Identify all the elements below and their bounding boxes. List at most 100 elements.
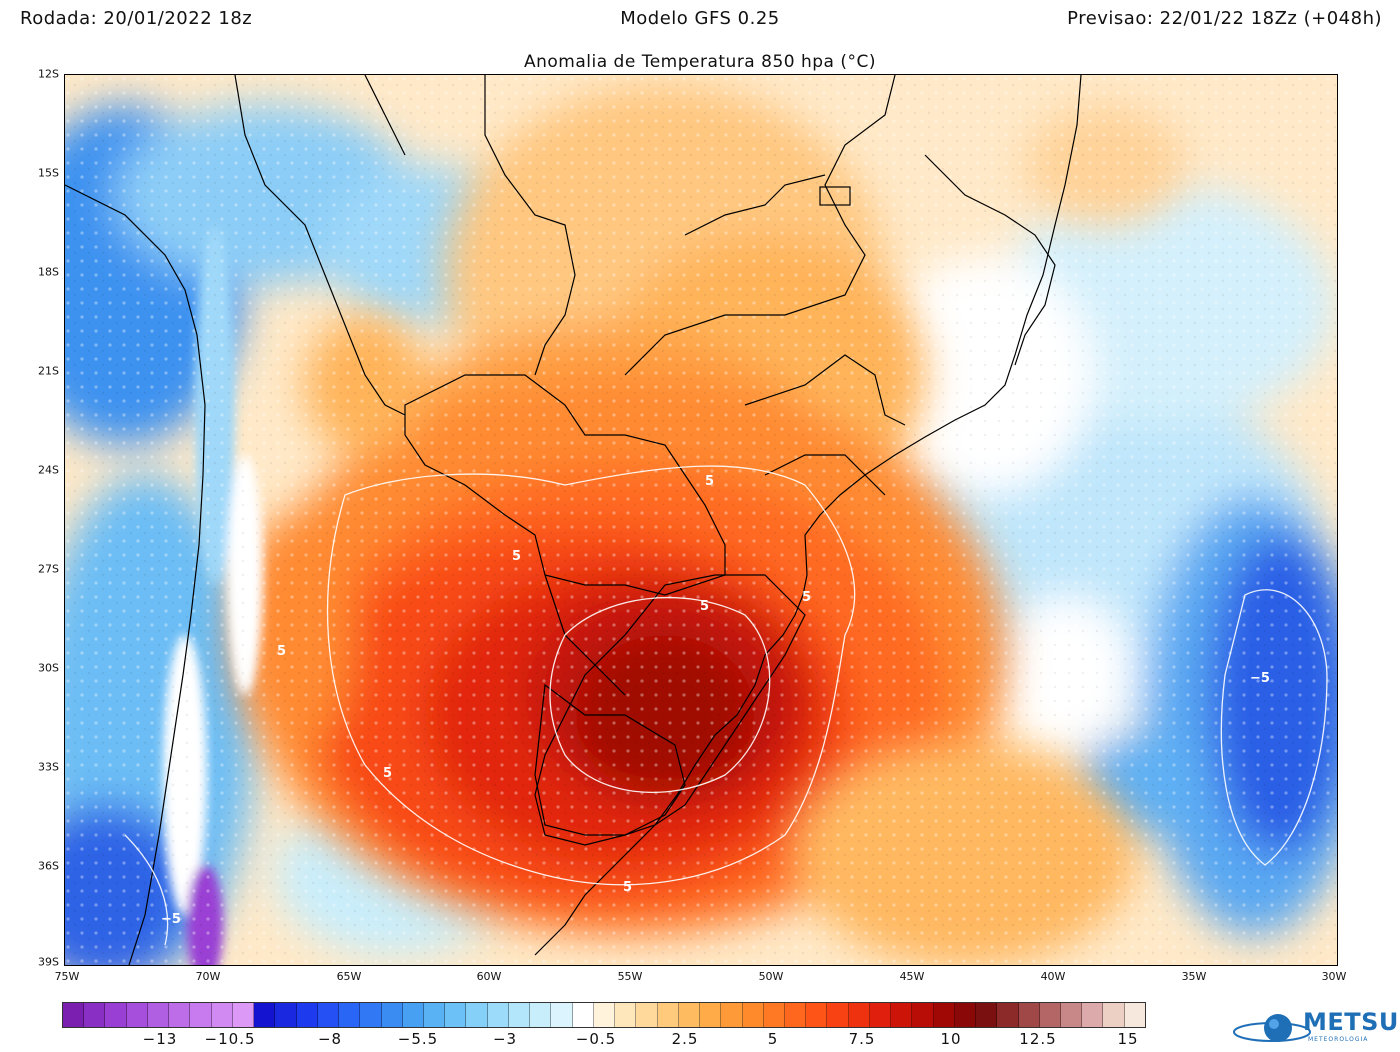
lat-tick: 30S: [38, 661, 59, 675]
contour-label: 5: [277, 644, 286, 659]
lon-tick: 70W: [195, 970, 221, 983]
colorbar-swatch: [976, 1003, 998, 1027]
colorbar-swatch: [954, 1003, 977, 1027]
contour-label: 5: [623, 880, 632, 895]
lat-tick: 33S: [38, 760, 59, 774]
colorbar-swatch: [63, 1003, 85, 1027]
colorbar-swatch: [317, 1003, 340, 1027]
map-title: Anomalia de Temperatura 850 hpa (°C): [524, 52, 876, 72]
model-label: Modelo GFS 0.25: [620, 8, 780, 29]
colorbar-swatch: [912, 1003, 934, 1027]
colorbar-swatch: [1061, 1003, 1083, 1027]
colorbar-swatch: [848, 1003, 870, 1027]
colorbar-swatch: [678, 1003, 701, 1027]
colorbar-swatch: [466, 1003, 488, 1027]
colorbar-label: −0.5: [575, 1030, 617, 1048]
colorbar-swatch: [572, 1003, 594, 1027]
lat-tick: 12S: [38, 67, 59, 81]
colorbar-label: 5: [767, 1030, 779, 1048]
colorbar-label: −3: [492, 1030, 518, 1048]
run-time-label: Rodada: 20/01/2022 18z: [20, 8, 253, 29]
colorbar-label: −10.5: [204, 1030, 256, 1048]
colorbar-swatch: [891, 1003, 913, 1027]
forecast-time-label: Previsao: 22/01/22 18Zz (+048h): [1067, 8, 1382, 29]
colorbar-swatch: [211, 1003, 233, 1027]
colorbar-swatch: [275, 1003, 297, 1027]
colorbar-swatch: [1039, 1003, 1062, 1027]
colorbar-swatch: [806, 1003, 828, 1027]
contour-label: 5: [802, 590, 811, 605]
colorbar-swatch: [593, 1003, 616, 1027]
colorbar-swatch: [254, 1003, 276, 1027]
logo-wordmark: METSUL: [1303, 1008, 1400, 1036]
lat-tick: 18S: [38, 265, 59, 279]
colorbar-swatch: [169, 1003, 191, 1027]
colorbar-label: 2.5: [671, 1030, 699, 1048]
colorbar-swatch: [232, 1003, 255, 1027]
colorbar-swatch: [869, 1003, 892, 1027]
lat-tick: 36S: [38, 859, 59, 873]
lat-tick: 21S: [38, 364, 59, 378]
colorbar-swatch: [551, 1003, 573, 1027]
colorbar-swatch: [402, 1003, 424, 1027]
colorbar-swatch: [827, 1003, 849, 1027]
temperature-anomaly-map: 5 5 5 5 5 5 5 −5 −5: [64, 74, 1338, 966]
colorbar-swatch: [1018, 1003, 1040, 1027]
colorbar-swatch: [933, 1003, 955, 1027]
lon-tick: 55W: [617, 970, 643, 983]
colorbar-swatch: [530, 1003, 552, 1027]
colorbar-swatch: [657, 1003, 679, 1027]
colorbar-swatch: [508, 1003, 531, 1027]
colorbar-label: 7.5: [848, 1030, 876, 1048]
country-borders: [65, 75, 1082, 965]
colorbar-swatch: [126, 1003, 148, 1027]
colorbar-swatch: [296, 1003, 318, 1027]
colorbar-swatch: [742, 1003, 764, 1027]
colorbar-swatch: [84, 1003, 106, 1027]
temperature-colorbar: [62, 1002, 1146, 1028]
lon-tick: 35W: [1181, 970, 1207, 983]
colorbar-swatch: [636, 1003, 658, 1027]
colorbar-label: −5.5: [397, 1030, 439, 1048]
lat-tick: 27S: [38, 562, 59, 576]
colorbar-swatch: [105, 1003, 127, 1027]
colorbar-swatch: [615, 1003, 637, 1027]
lat-tick: 24S: [38, 463, 59, 477]
contour-label: −5: [161, 912, 181, 927]
colorbar-swatch: [487, 1003, 509, 1027]
contour-value-labels: 5 5 5 5 5 5 5 −5 −5: [161, 474, 1270, 927]
contour-label: 5: [705, 474, 714, 489]
lat-tick: 39S: [38, 955, 59, 969]
lon-tick: 30W: [1321, 970, 1347, 983]
colorbar-label: 12.5: [1019, 1030, 1057, 1048]
anomaly-contours: [124, 465, 1328, 946]
colorbar-swatch: [763, 1003, 785, 1027]
lat-tick: 15S: [38, 166, 59, 180]
colorbar-swatch: [190, 1003, 212, 1027]
colorbar-swatch: [784, 1003, 807, 1027]
colorbar-swatch: [1124, 1003, 1145, 1027]
lon-tick: 75W: [54, 970, 80, 983]
colorbar-swatch: [700, 1003, 722, 1027]
lon-tick: 45W: [899, 970, 925, 983]
colorbar-label: 10: [940, 1030, 962, 1048]
colorbar-label: −8: [317, 1030, 343, 1048]
metsul-logo-icon: [1233, 1014, 1311, 1042]
colorbar-swatch: [423, 1003, 446, 1027]
contour-label: −5: [1250, 671, 1270, 686]
logo-subtitle: METEOROLOGIA: [1308, 1036, 1369, 1043]
colorbar-swatch: [1103, 1003, 1125, 1027]
colorbar-swatch: [997, 1003, 1019, 1027]
lon-tick: 50W: [758, 970, 784, 983]
colorbar-swatch: [147, 1003, 170, 1027]
contour-label: 5: [512, 549, 521, 564]
lon-tick: 65W: [336, 970, 362, 983]
colorbar-swatch: [721, 1003, 743, 1027]
colorbar-swatch: [1082, 1003, 1104, 1027]
colorbar-label: 15: [1117, 1030, 1139, 1048]
lon-tick: 60W: [476, 970, 502, 983]
colorbar-label: −13: [142, 1030, 178, 1048]
colorbar-swatch: [360, 1003, 382, 1027]
contour-label: 5: [383, 766, 392, 781]
colorbar-swatch: [381, 1003, 403, 1027]
